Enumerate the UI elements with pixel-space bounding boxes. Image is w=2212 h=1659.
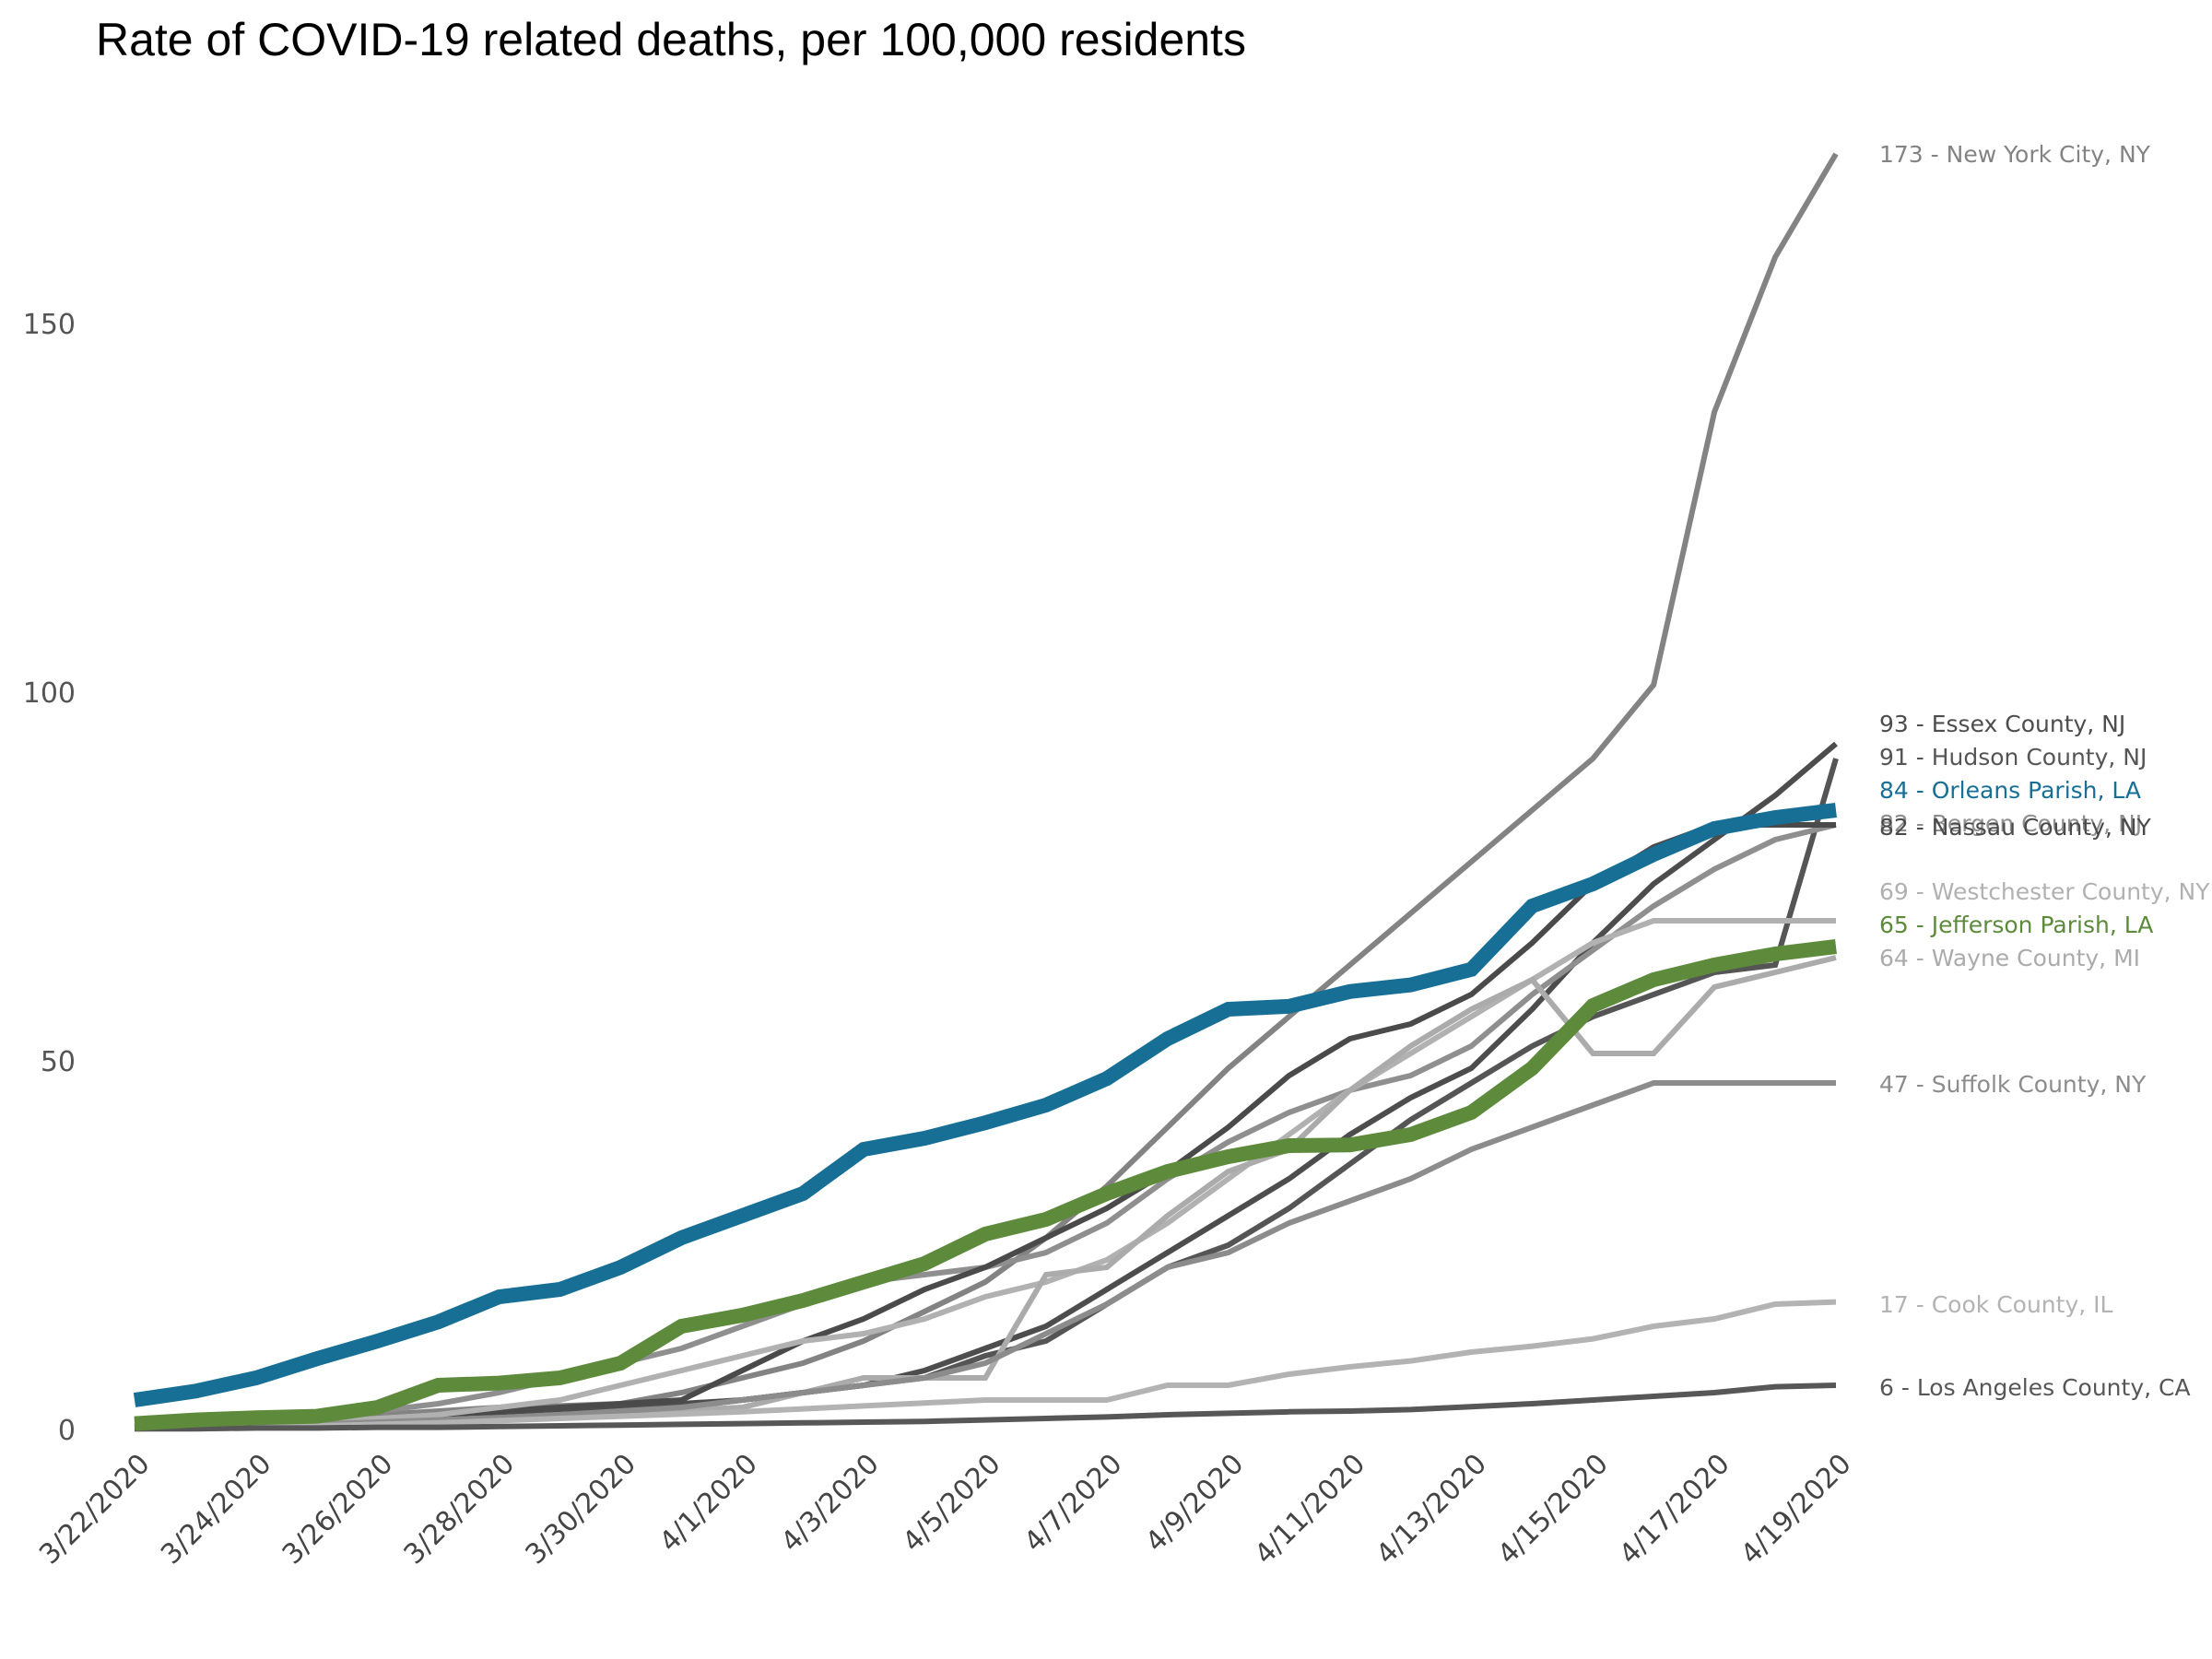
x-tick-label: 4/11/2020: [1249, 1448, 1372, 1571]
x-tick-label: 4/1/2020: [653, 1448, 764, 1559]
chart-title: Rate of COVID-19 related deaths, per 100…: [96, 14, 1246, 65]
y-axis: 0 50 100 150: [23, 309, 76, 1447]
series-end-label: 64 - Wayne County, MI: [1879, 945, 2140, 971]
series-line-cook-county-il: [134, 1299, 1837, 1432]
series-line-hudson-county-nj: [134, 758, 1839, 1431]
series-lines: [133, 152, 1839, 1432]
end-labels: 173 - New York City, NY 93 - Essex County…: [1879, 141, 2210, 1401]
series-line-los-angeles-county-ca: [135, 1382, 1837, 1432]
series-end-label: 17 - Cook County, IL: [1879, 1291, 2113, 1318]
x-tick-label: 4/5/2020: [897, 1448, 1007, 1559]
series-line-westchester-county-ny: [134, 918, 1836, 1430]
series-end-label: 65 - Jefferson Parish, LA: [1879, 912, 2153, 938]
series-end-label: 47 - Suffolk County, NY: [1879, 1071, 2147, 1098]
y-tick-label: 50: [41, 1046, 76, 1078]
series-end-label: 82 - Nassau County, NY: [1879, 814, 2152, 841]
y-tick-label: 100: [23, 677, 76, 710]
x-axis: 3/22/20203/24/20203/26/20203/28/20203/30…: [33, 1448, 1858, 1571]
x-tick-label: 4/15/2020: [1491, 1448, 1615, 1571]
x-tick-label: 4/3/2020: [775, 1448, 886, 1559]
x-tick-label: 3/28/2020: [398, 1448, 522, 1571]
series-line-jefferson-parish-la: [134, 939, 1837, 1431]
y-tick-label: 150: [23, 309, 76, 341]
x-tick-label: 4/9/2020: [1139, 1448, 1250, 1559]
x-tick-label: 4/7/2020: [1018, 1448, 1128, 1559]
series-end-label: 69 - Westchester County, NY: [1879, 878, 2210, 905]
x-tick-label: 4/13/2020: [1371, 1448, 1494, 1571]
series-line-orleans-parish-la: [133, 803, 1837, 1407]
series-end-label: 173 - New York City, NY: [1879, 141, 2151, 168]
x-tick-label: 4/17/2020: [1613, 1448, 1736, 1571]
series-line-new-york-city-ny: [134, 152, 1839, 1429]
series-line-essex-county-nj: [134, 741, 1838, 1430]
x-tick-label: 3/26/2020: [276, 1448, 400, 1571]
series-end-label: 84 - Orleans Parish, LA: [1879, 777, 2141, 804]
x-tick-label: 3/30/2020: [520, 1448, 643, 1571]
series-end-label: 91 - Hudson County, NJ: [1879, 744, 2147, 771]
series-end-label: 82 - Bergen County, NJ: [1879, 810, 2142, 837]
x-tick-label: 4/19/2020: [1735, 1448, 1858, 1571]
series-end-label: 93 - Essex County, NJ: [1879, 711, 2125, 737]
x-tick-label: 3/22/2020: [33, 1448, 157, 1571]
x-tick-label: 3/24/2020: [155, 1448, 278, 1571]
y-tick-label: 0: [58, 1415, 76, 1447]
series-end-label: 6 - Los Angeles County, CA: [1879, 1374, 2191, 1401]
